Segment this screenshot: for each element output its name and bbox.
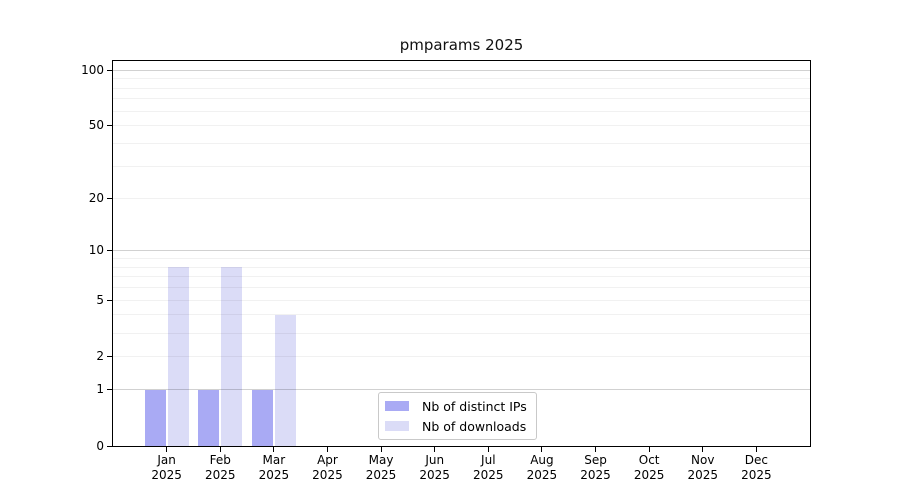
x-tick-year: 2025 — [687, 468, 719, 482]
x-tick-mark — [755, 447, 757, 452]
x-tick-label-jun: Jun 2025 — [404, 453, 466, 483]
x-tick-mark — [326, 447, 328, 452]
x-tick-mark — [219, 447, 221, 452]
y-tick-label: 50 — [88, 118, 104, 133]
y-tick-mark — [107, 250, 112, 252]
y-tick-mark — [107, 69, 112, 71]
legend: Nb of distinct IPs Nb of downloads — [378, 392, 537, 440]
x-tick-mark — [541, 447, 543, 452]
gridline-minor — [113, 98, 810, 100]
legend-swatch — [385, 421, 409, 431]
x-tick-month: Mar — [262, 453, 286, 467]
gridline-minor — [113, 314, 810, 316]
x-tick-month: Dec — [744, 453, 768, 467]
x-tick-year: 2025 — [204, 468, 236, 482]
y-tick-label: 0 — [96, 438, 104, 453]
x-tick-month: Jun — [425, 453, 445, 467]
gridline-minor — [113, 257, 810, 259]
gridline-decade — [113, 389, 810, 391]
x-tick-label-oct: Oct 2025 — [618, 453, 680, 483]
y-tick-label: 2 — [96, 349, 104, 364]
legend-label: Nb of distinct IPs — [422, 398, 527, 414]
legend-item: Nb of downloads — [385, 416, 527, 436]
gridline-minor — [113, 299, 810, 301]
y-tick-mark — [107, 356, 112, 358]
gridline-minor — [113, 197, 810, 199]
x-tick-year: 2025 — [633, 468, 665, 482]
bar-downloads-mar — [274, 314, 296, 446]
x-tick-month: Oct — [638, 453, 660, 467]
x-tick-year: 2025 — [365, 468, 397, 482]
gridline-minor — [113, 356, 810, 358]
x-tick-mark — [434, 447, 436, 452]
y-tick-mark — [107, 299, 112, 301]
x-tick-year: 2025 — [580, 468, 611, 482]
x-tick-mark — [487, 447, 489, 452]
x-tick-year: 2025 — [526, 468, 558, 482]
y-tick-mark — [107, 125, 112, 127]
x-tick-mark — [380, 447, 382, 452]
x-tick-mark — [273, 447, 275, 452]
legend-label: Nb of downloads — [422, 418, 527, 434]
y-tick-label: 100 — [81, 62, 104, 77]
x-tick-month: Apr — [317, 453, 338, 467]
bar-downloads-jan — [167, 267, 189, 446]
x-tick-month: May — [368, 453, 394, 467]
gridline-minor — [113, 332, 810, 334]
legend-swatch — [385, 401, 409, 411]
gridline-minor — [113, 287, 810, 289]
x-tick-label-dec: Dec 2025 — [725, 453, 787, 483]
x-tick-mark — [648, 447, 650, 452]
gridline-minor — [113, 125, 810, 127]
y-tick-label: 1 — [96, 382, 104, 397]
x-tick-year: 2025 — [151, 468, 182, 482]
x-tick-year: 2025 — [473, 468, 504, 482]
bar-distinct-ips-mar — [251, 389, 273, 446]
gridline-minor — [113, 78, 810, 80]
legend-item: Nb of distinct IPs — [385, 396, 527, 416]
x-tick-label-aug: Aug 2025 — [511, 453, 573, 483]
gridline-minor — [113, 87, 810, 89]
x-tick-month: Feb — [209, 453, 231, 467]
x-tick-mark — [702, 447, 704, 452]
y-tick-label: 10 — [88, 243, 104, 258]
x-tick-label-sep: Sep 2025 — [565, 453, 627, 483]
x-tick-month: Nov — [691, 453, 715, 467]
x-tick-label-apr: Apr 2025 — [296, 453, 358, 483]
x-tick-month: Jan — [157, 453, 176, 467]
x-tick-month: Jul — [481, 453, 496, 467]
y-tick-mark — [107, 389, 112, 391]
x-tick-mark — [166, 447, 168, 452]
x-tick-month: Sep — [584, 453, 607, 467]
gridline-minor — [113, 165, 810, 167]
bar-distinct-ips-jan — [144, 389, 166, 446]
y-tick-label: 5 — [96, 292, 104, 307]
y-tick-mark — [107, 445, 112, 447]
gridline-decade — [113, 250, 810, 252]
x-tick-label-mar: Mar 2025 — [243, 453, 305, 483]
gridline-minor — [113, 276, 810, 278]
x-tick-year: 2025 — [741, 468, 772, 482]
x-tick-year: 2025 — [312, 468, 343, 482]
x-tick-label-nov: Nov 2025 — [672, 453, 734, 483]
gridline-minor — [113, 143, 810, 145]
y-tick-label: 20 — [88, 190, 104, 205]
x-tick-month: Aug — [530, 453, 554, 467]
x-tick-mark — [595, 447, 597, 452]
x-tick-label-may: May 2025 — [350, 453, 412, 483]
gridline-minor — [113, 266, 810, 268]
gridline-decade — [113, 69, 810, 71]
x-tick-year: 2025 — [419, 468, 450, 482]
gridline-minor — [113, 110, 810, 112]
x-tick-label-feb: Feb 2025 — [189, 453, 251, 483]
bar-distinct-ips-feb — [198, 389, 220, 446]
y-tick-mark — [107, 197, 112, 199]
x-tick-label-jan: Jan 2025 — [136, 453, 198, 483]
chart-title: pmparams 2025 — [399, 36, 524, 54]
x-tick-label-jul: Jul 2025 — [457, 453, 519, 483]
x-tick-year: 2025 — [258, 468, 290, 482]
bar-downloads-feb — [221, 267, 243, 446]
